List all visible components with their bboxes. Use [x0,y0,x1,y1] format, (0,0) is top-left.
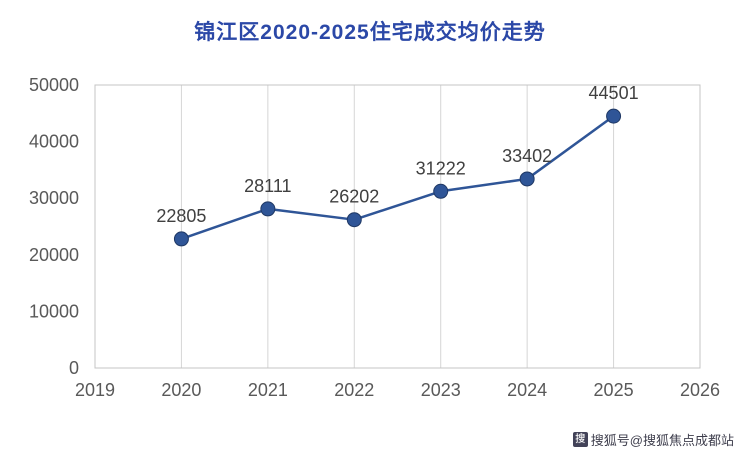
x-axis-tick-label: 2023 [421,380,461,400]
x-axis-tick-label: 2024 [507,380,547,400]
line-chart: 0 10000 20000 30000 40000 50000 2019 2020 2021 20… [0,60,740,453]
data-label: 22805 [156,206,206,226]
series-line [180,114,615,241]
x-axis-tick-label: 2022 [334,380,374,400]
y-axis-tick-label: 30000 [29,188,79,208]
chart-canvas: 0 10000 20000 30000 40000 50000 2019 2020 2021 20… [29,75,720,400]
y-axis-tick-label: 50000 [29,75,79,95]
data-label: 33402 [502,146,552,166]
chart-title: 锦江区2020-2025住宅成交均价走势 [194,21,546,44]
data-label: 44501 [589,83,639,103]
data-point-marker [606,108,622,124]
y-axis-tick-label: 0 [69,358,79,378]
watermark-text: 搜狐号@搜狐焦点成都站 [590,433,734,448]
x-axis-tick-label: 2026 [680,380,720,400]
data-point-marker [519,171,535,187]
data-label: 26202 [329,187,379,207]
sohu-logo-icon: 搜 [572,432,588,447]
y-axis-tick-label: 20000 [29,245,79,265]
y-axis-tick-label: 10000 [29,301,79,321]
data-label: 31222 [416,158,466,178]
data-point-marker [433,183,449,199]
y-axis-tick-label: 40000 [29,132,79,152]
data-point-marker [173,231,189,247]
data-point-marker [346,212,362,228]
plot-border [94,84,701,369]
x-axis-tick-label: 2025 [594,380,634,400]
x-axis-tick-label: 2021 [248,380,288,400]
data-point-marker [260,201,276,217]
watermark: 搜 搜狐号@搜狐焦点成都站 [572,430,734,449]
data-label: 28111 [244,176,291,196]
x-axis-tick-label: 2019 [75,380,115,400]
x-axis-tick-label: 2020 [161,380,201,400]
